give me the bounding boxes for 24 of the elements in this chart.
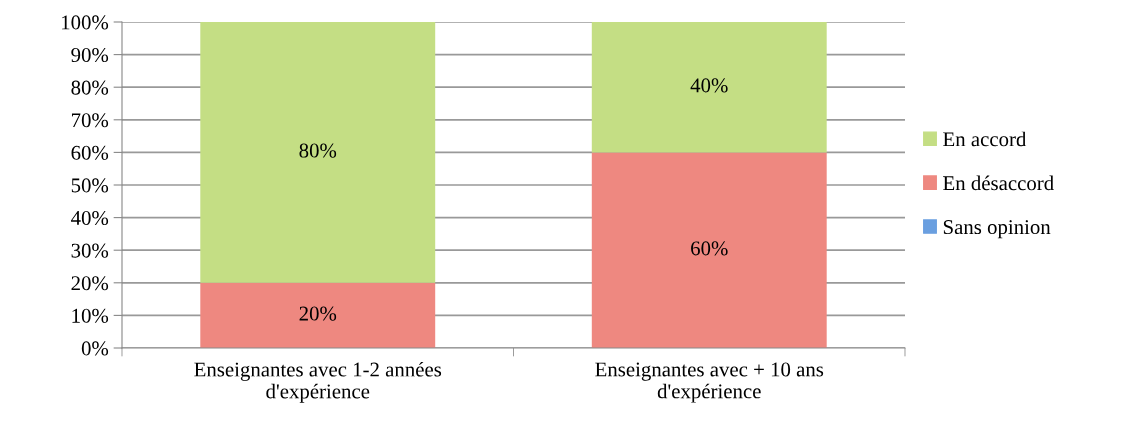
x-tick-label: Enseignantes avec 1-2 années d'expérience [194,361,442,403]
y-tick-label: 40% [71,210,109,226]
y-tick-label: 20% [71,276,109,291]
y-tick-label: 10% [72,308,109,323]
legend-label: Sans opinion [943,220,1051,239]
y-tick-label: 70% [71,113,109,128]
y-tick-label: 90% [71,47,109,63]
y-tick-label: 30% [71,243,109,258]
legend-label: En accord [943,131,1027,147]
data-label: 80% [299,143,337,158]
x-tick-label: Enseignantes avec + 10 ans d'expérience [595,362,824,403]
bar [591,152,827,348]
bar [200,22,436,283]
y-tick-label: 60% [71,145,109,160]
data-label: 20% [299,306,337,321]
bar [591,22,827,153]
data-label: 60% [691,241,728,256]
y-tick-label: 0% [81,341,109,356]
y-tick-label: 80% [71,80,109,95]
legend-label: En désaccord [943,175,1054,191]
bar [200,282,436,348]
y-tick-label: 100% [62,15,109,30]
y-tick-label: 50% [71,178,109,193]
data-label: 40% [690,78,728,93]
